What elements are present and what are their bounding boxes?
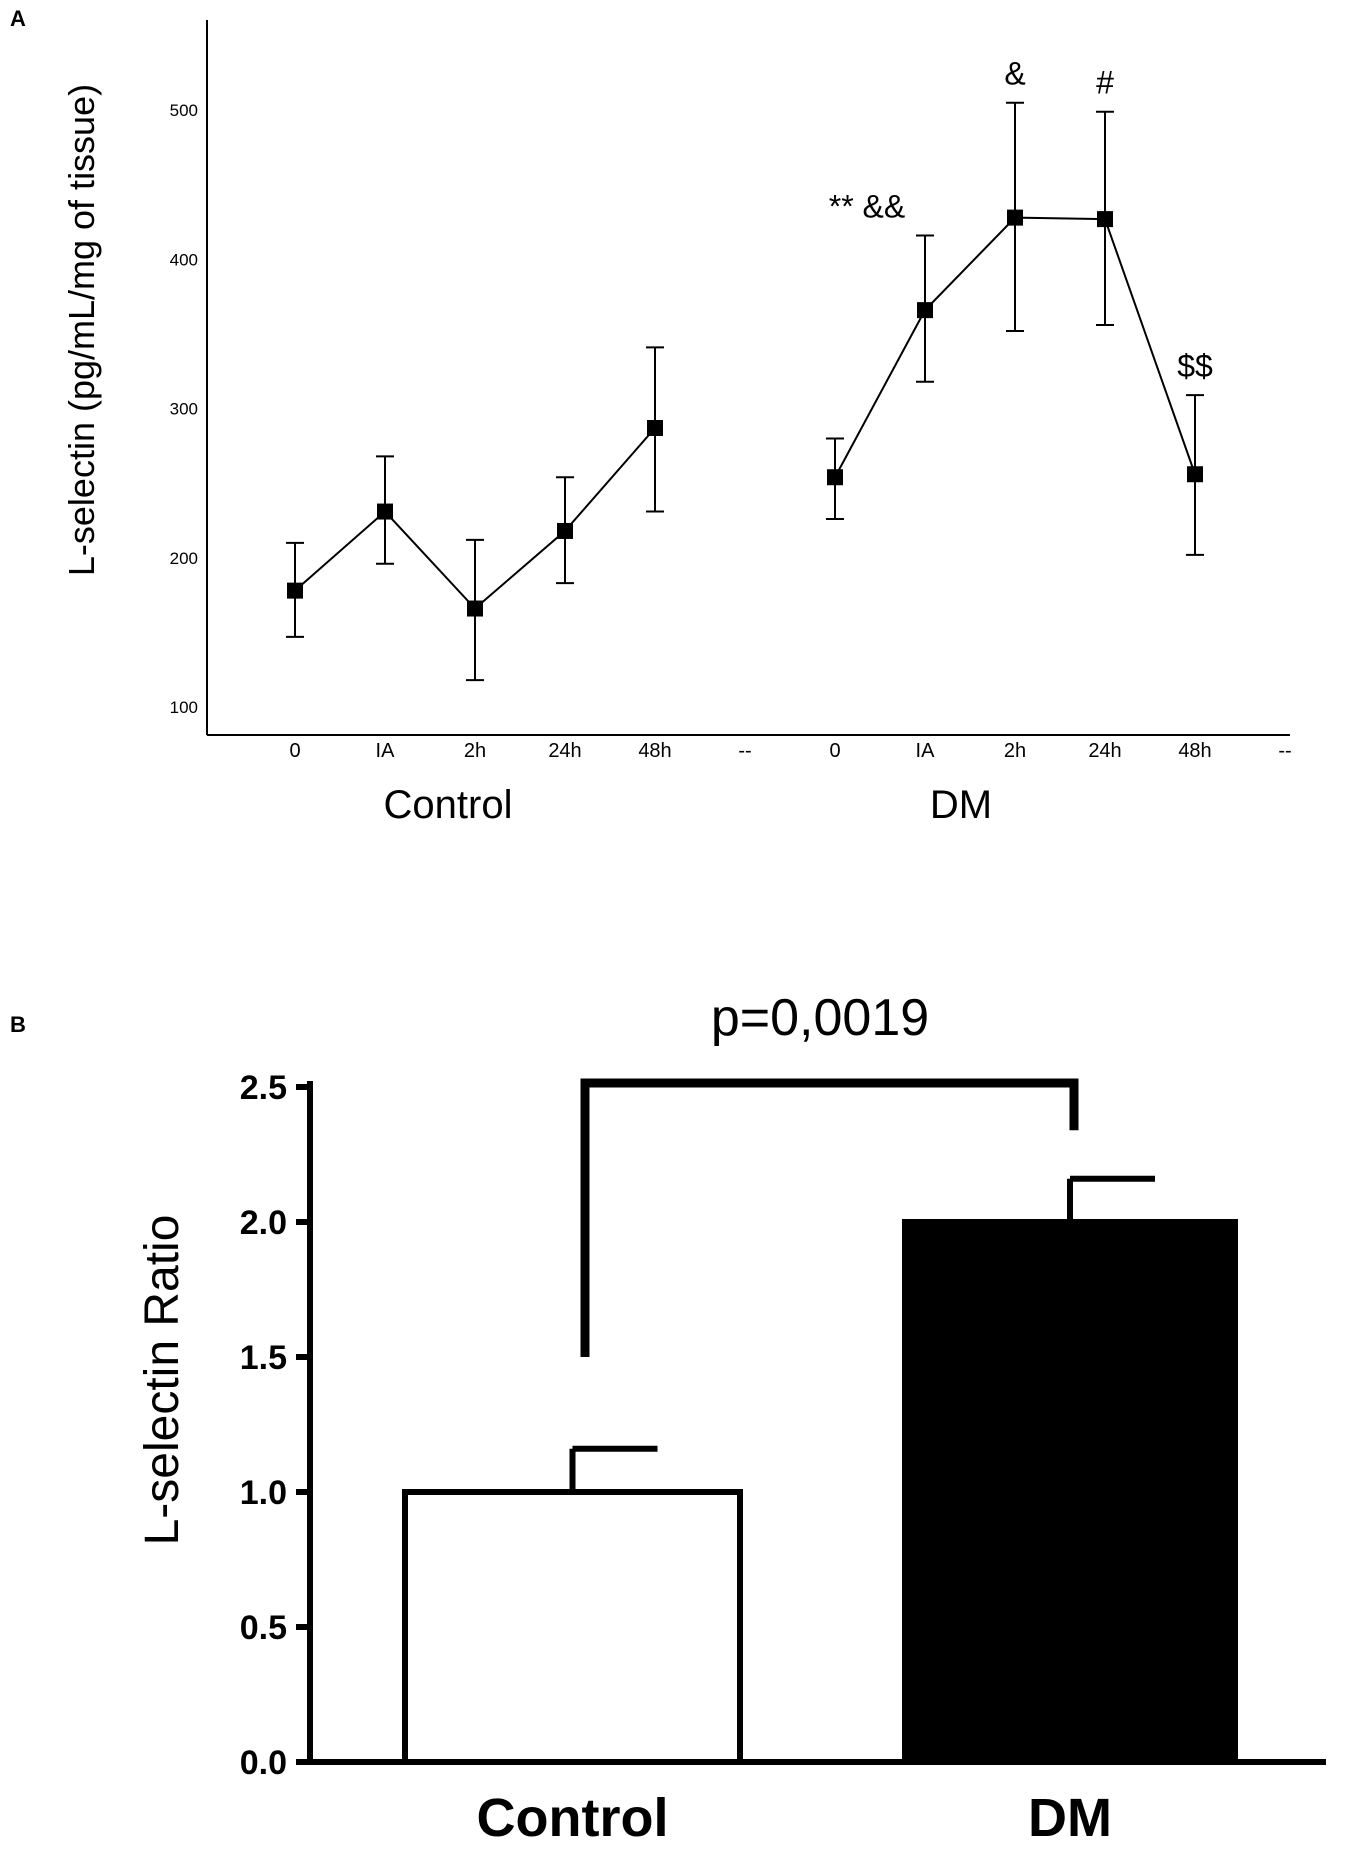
panel-a-x-tick-label: IA [916, 740, 936, 762]
panel-b-bar-dm [902, 1219, 1238, 1765]
panel-b-bar-chart: L-selectin Ratio 0.0 0.5 1.0 1.5 2.0 2.5 Cont… [136, 989, 1326, 1848]
panel-b-bar-control [402, 1489, 743, 1765]
panel-a-y-tick-label: 400 [170, 250, 198, 269]
panel-a-x-tick-label: 48h [1178, 740, 1211, 762]
panel-b-y-tick-label: 0.0 [240, 1744, 287, 1782]
panel-a-x-tick-label: 2h [1004, 740, 1026, 762]
panel-a-x-tick-label: 2h [464, 740, 486, 762]
panel-b-x-tick-label: DM [1028, 1788, 1112, 1848]
panel-a-x-tick-label: 0 [289, 740, 300, 762]
panel-a-y-tick-label: 300 [170, 400, 198, 419]
panel-a-data-point [557, 522, 573, 539]
panel-b-y-tick-label: 1.0 [240, 1474, 287, 1512]
panel-a-data-point [467, 600, 483, 617]
panel-a-significance-marker: $$ [1177, 348, 1213, 384]
panel-b-y-tick-label: 2.0 [240, 1204, 287, 1242]
panel-a-x-tick-label: 24h [548, 740, 581, 762]
panel-a-data-point [1097, 211, 1113, 228]
panel-a-significance-marker: ** && [829, 189, 905, 225]
panel-b-x-tick-label: Control [477, 1788, 669, 1848]
panel-a-x-tick-label: 24h [1088, 740, 1121, 762]
panel-b-y-axis-title: L-selectin Ratio [136, 1215, 189, 1546]
panel-a-x-tick-label: 0 [829, 740, 840, 762]
panel-label-b: B [10, 1012, 26, 1037]
panel-a-data-point [647, 419, 663, 436]
panel-a-group-label: Control [384, 783, 513, 827]
panel-a-x-tick-label: -- [738, 740, 751, 762]
panel-a-y-tick-label: 500 [170, 101, 198, 120]
panel-a-group-label: DM [930, 783, 992, 827]
panel-a-x-tick-label: IA [376, 740, 396, 762]
panel-b-y-tick-label: 2.5 [240, 1069, 287, 1107]
panel-a-data-point [1187, 466, 1203, 483]
panel-a-line-chart: L-selectin (pg/mL/mg of tissue) 100 200 30… [61, 20, 1292, 827]
panel-a-x-tick-label: 48h [638, 740, 671, 762]
panel-a-data-point [1007, 209, 1023, 226]
panel-a-significance-marker: & [1004, 56, 1025, 92]
panel-a-data-point [377, 503, 393, 520]
panel-a-data-point [917, 302, 933, 319]
panel-a-data-point [287, 582, 303, 599]
panel-a-y-axis-title: L-selectin (pg/mL/mg of tissue) [61, 84, 102, 576]
panel-b-p-value: p=0,0019 [711, 989, 929, 1047]
panel-b-y-tick-label: 0.5 [240, 1609, 287, 1647]
panel-b-significance-bracket [580, 1078, 1079, 1357]
panel-a-x-tick-label: -- [1278, 740, 1291, 762]
panel-label-a: A [10, 6, 26, 31]
panel-a-y-tick-label: 100 [170, 698, 198, 717]
panel-a-significance-marker: # [1096, 65, 1114, 101]
panel-a-data-point [827, 469, 843, 486]
panel-b-y-tick-label: 1.5 [240, 1339, 287, 1377]
panel-a-y-tick-label: 200 [170, 549, 198, 568]
